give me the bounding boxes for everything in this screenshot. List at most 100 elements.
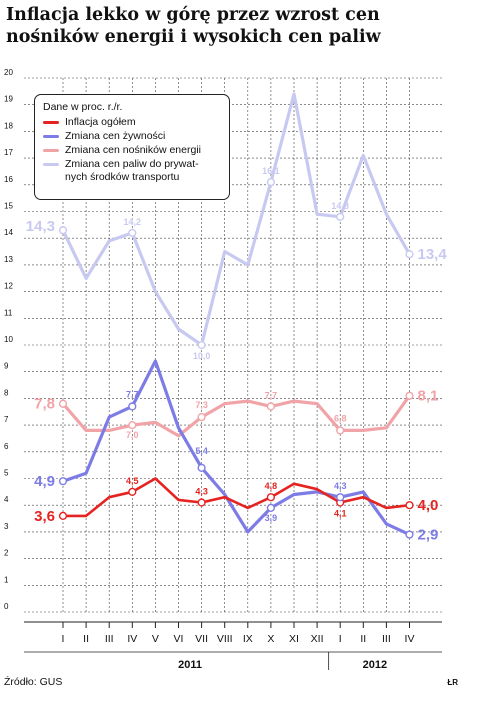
data-label-energia: 7,3 — [195, 400, 208, 410]
legend-swatch-zywnosc — [43, 135, 59, 138]
data-label-energia: 7,0 — [126, 430, 139, 440]
y-tick-label: 19 — [4, 95, 13, 104]
x-tick-label: XI — [289, 633, 299, 645]
legend-label-energia: Zmiana cen nośników energii — [65, 144, 201, 156]
data-label-energia: 7,7 — [265, 390, 278, 400]
data-label-paliwa: 14,2 — [124, 217, 142, 227]
data-point-zywnosc — [58, 477, 68, 486]
y-tick-label: 12 — [4, 282, 13, 291]
legend-swatch-paliwa — [43, 163, 59, 166]
y-tick-label: 15 — [4, 202, 13, 211]
data-label-inflacja: 4,1 — [334, 509, 347, 519]
data-label-energia: 6,8 — [334, 413, 347, 423]
x-tick-label: I — [339, 633, 342, 645]
data-point-zywnosc — [128, 402, 137, 411]
year-label: 2011 — [178, 659, 202, 671]
data-point-paliwa — [266, 178, 276, 187]
y-tick-label: 9 — [4, 362, 9, 371]
data-point-paliwa — [128, 228, 137, 237]
legend-item-inflacja: Inflacja ogółem — [43, 116, 221, 129]
x-tick-label: IV — [127, 633, 137, 645]
legend-item-paliwa: Zmiana cen paliw do prywat-nych środków … — [43, 158, 221, 184]
data-point-inflacja — [128, 487, 137, 496]
x-tick-label: IX — [243, 633, 253, 645]
data-point-energia — [405, 391, 414, 400]
series-line-zywnosc — [61, 359, 412, 537]
data-point-paliwa — [336, 212, 345, 221]
data-point-energia — [197, 412, 206, 422]
legend-item-zywnosc: Zmiana cen żywności — [43, 130, 221, 143]
legend-label-paliwa: Zmiana cen paliw do prywat-nych środków … — [65, 158, 221, 184]
x-tick-label: XII — [311, 633, 324, 645]
x-tick-label: V — [152, 633, 159, 645]
data-point-inflacja — [266, 493, 276, 502]
y-tick-label: 14 — [4, 228, 13, 237]
data-label-energia: 8,1 — [418, 388, 439, 405]
data-label-paliwa: 14,3 — [26, 218, 55, 235]
legend-swatch-inflacja — [43, 121, 59, 124]
y-tick-label: 4 — [4, 495, 9, 504]
y-tick-label: 10 — [4, 335, 13, 344]
data-point-paliwa — [405, 250, 414, 259]
legend-label-paliwa-line-2: nych środków transportu — [65, 171, 180, 183]
y-tick-label: 16 — [4, 175, 13, 184]
series-line-inflacja — [61, 477, 411, 518]
data-label-energia: 7,8 — [34, 396, 55, 413]
x-tick-label: VIII — [217, 633, 233, 645]
y-tick-label: 6 — [4, 442, 9, 451]
data-point-energia — [128, 421, 137, 430]
data-label-zywnosc: 4,9 — [34, 473, 55, 490]
data-label-zywnosc: 7,7 — [126, 389, 139, 399]
legend-title: Dane w proc. r./r. — [43, 101, 123, 113]
y-tick-label: 7 — [4, 415, 9, 424]
data-point-zywnosc — [266, 503, 276, 512]
chart-title: Inflacja lekko w górę przez wzrost cen n… — [6, 5, 381, 47]
author-initials: ŁR — [447, 678, 458, 687]
x-tick-label: III — [382, 633, 391, 645]
data-point-inflacja — [197, 498, 206, 507]
data-label-zywnosc: 3,9 — [265, 513, 278, 523]
legend-swatch-energia — [43, 149, 59, 152]
data-label-paliwa: 16,1 — [262, 166, 280, 176]
legend-label-zywnosc: Zmiana cen żywności — [65, 130, 166, 142]
data-point-zywnosc — [197, 463, 206, 472]
y-tick-label: 1 — [4, 575, 9, 584]
legend-label-paliwa-line-1: Zmiana cen paliw do prywat- — [65, 158, 199, 170]
data-label-paliwa: 10,0 — [193, 351, 211, 361]
legend-label-inflacja: Inflacja ogółem — [65, 116, 136, 128]
data-label-inflacja: 4,5 — [126, 476, 139, 486]
series-line-paliwa — [61, 92, 412, 347]
y-tick-label: 17 — [4, 148, 13, 157]
y-tick-label: 8 — [4, 388, 9, 397]
data-label-inflacja: 4,8 — [265, 481, 278, 491]
data-label-zywnosc: 2,9 — [418, 527, 439, 544]
y-tick-label: 2 — [4, 549, 9, 558]
data-label-inflacja: 4,0 — [418, 497, 439, 514]
y-tick-label: 13 — [4, 255, 13, 264]
x-tick-label: VII — [195, 633, 208, 645]
data-label-zywnosc: 5,4 — [195, 446, 208, 456]
x-tick-label: I — [62, 633, 65, 645]
year-label: 2012 — [363, 659, 387, 671]
legend: Dane w proc. r./r. Inflacja ogółem Zmian… — [34, 94, 230, 200]
x-tick-label: II — [83, 633, 89, 645]
series-line-energia — [61, 394, 412, 438]
x-tick-label: IV — [405, 633, 415, 645]
x-tick-label: X — [267, 633, 274, 645]
y-tick-label: 20 — [4, 68, 13, 77]
source-note: Źródło: GUS — [4, 676, 63, 688]
data-label-zywnosc: 4,3 — [334, 481, 347, 491]
y-tick-label: 11 — [4, 308, 13, 317]
data-point-energia — [58, 399, 68, 408]
data-point-energia — [336, 426, 345, 435]
y-tick-label: 5 — [4, 469, 9, 478]
data-label-paliwa: 13,4 — [418, 246, 448, 263]
y-tick-label: 3 — [4, 522, 9, 531]
data-point-inflacja — [58, 511, 68, 520]
y-tick-label: 0 — [4, 602, 9, 611]
data-point-zywnosc — [336, 493, 345, 502]
x-tick-label: II — [360, 633, 366, 645]
data-label-inflacja: 4,3 — [195, 487, 208, 497]
data-point-inflacja — [405, 501, 414, 510]
